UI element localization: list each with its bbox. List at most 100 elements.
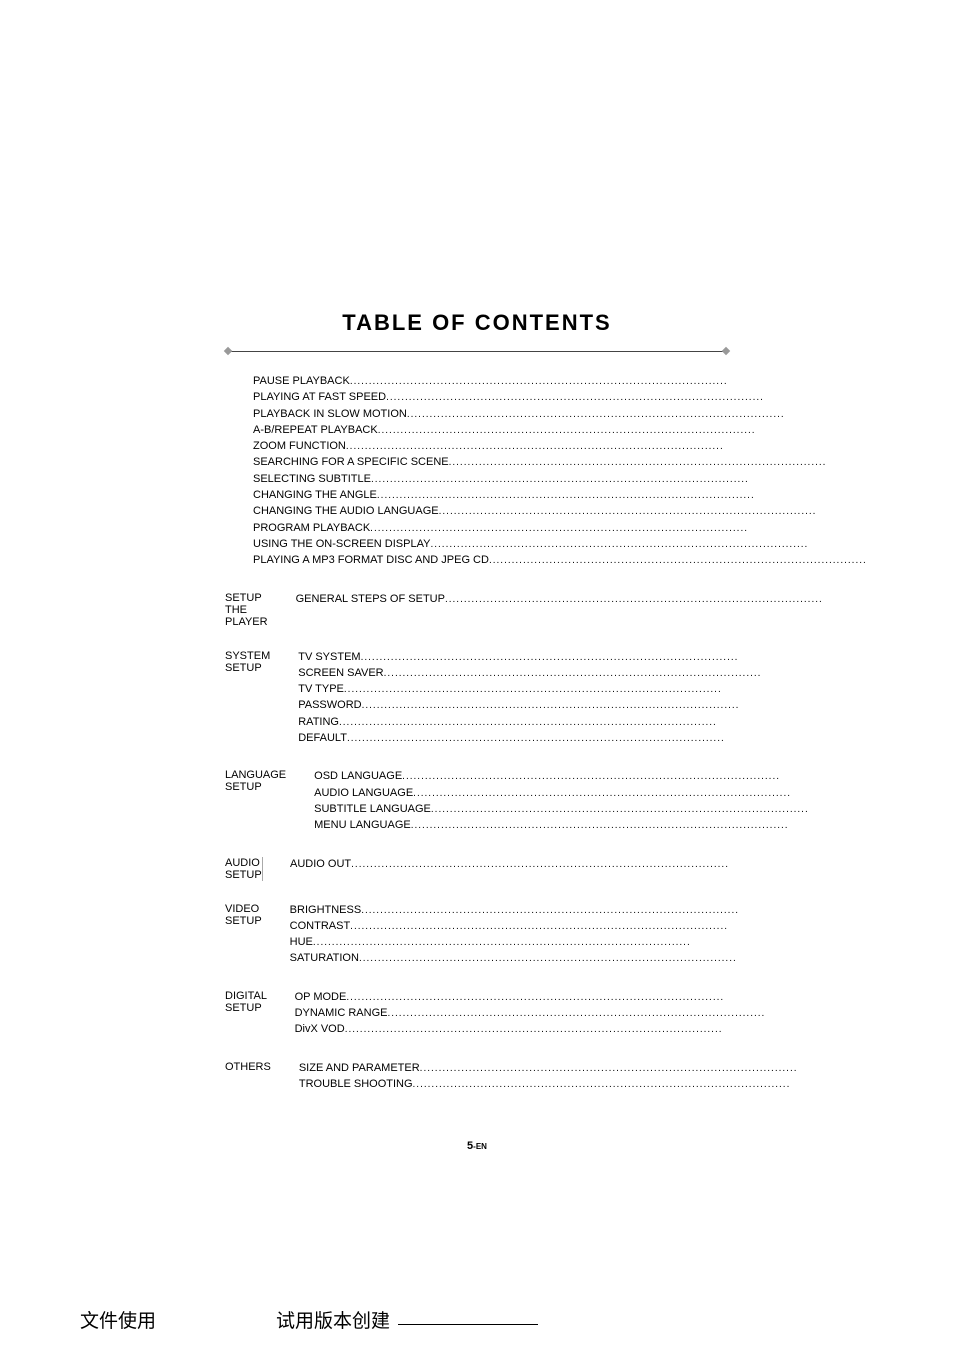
section-heading: OTHERS xyxy=(225,1061,271,1073)
toc-item-label: RATING xyxy=(298,715,339,729)
toc-item-label: DEFAULT xyxy=(298,731,347,745)
toc-dots: ........................................… xyxy=(411,819,809,832)
toc-dots: ........................................… xyxy=(402,770,809,783)
toc-item-label: CHANGING THE AUDIO LANGUAGE xyxy=(253,504,439,518)
toc-item-label: SUBTITLE LANGUAGE xyxy=(314,802,431,816)
section-items: AUDIO OUT...............................… xyxy=(290,857,729,873)
toc-dots: ........................................… xyxy=(420,1062,798,1075)
toc-item: PAUSE PLAYBACK..........................… xyxy=(253,374,867,388)
toc-dots: ........................................… xyxy=(439,505,867,518)
toc-item-label: TV SYSTEM xyxy=(298,650,360,664)
section-heading: LANGUAGE SETUP xyxy=(225,769,286,793)
toc-item: SUBTITLE LANGUAGE.......................… xyxy=(314,802,809,816)
toc-item-label: PAUSE PLAYBACK xyxy=(253,374,350,388)
toc-item: BRIGHTNESS..............................… xyxy=(290,903,739,917)
toc-item: GENERAL STEPS OF SETUP..................… xyxy=(296,592,823,606)
toc-item: RATING..................................… xyxy=(298,715,761,729)
footer-center-text: 试用版本创建 xyxy=(276,1306,390,1333)
toc-dots: ........................................… xyxy=(387,1007,765,1020)
toc-item-label: ZOOM FUNCTION xyxy=(253,439,346,453)
toc-dots: ........................................… xyxy=(386,391,867,404)
toc-dots: ........................................… xyxy=(345,1023,766,1036)
toc-section: SYSTEM SETUPTV SYSTEM...................… xyxy=(225,650,729,748)
toc-item-label: SELECTING SUBTITLE xyxy=(253,472,371,486)
section-items: BRIGHTNESS..............................… xyxy=(290,903,739,968)
toc-item: MENU LANGUAGE...........................… xyxy=(314,818,809,832)
horizontal-rule xyxy=(225,348,729,354)
toc-item: TV TYPE.................................… xyxy=(298,682,761,696)
toc-item-label: A-B/REPEAT PLAYBACK xyxy=(253,423,378,437)
footer-underline xyxy=(398,1324,538,1325)
toc-section: VIDEO SETUPBRIGHTNESS...................… xyxy=(225,903,729,968)
toc-section: OTHERSSIZE AND PARAMETER................… xyxy=(225,1061,729,1094)
toc-dots: ........................................… xyxy=(347,732,762,745)
footer: 文件使用 试用版本创建 xyxy=(0,1306,954,1333)
page-number: 5-EN xyxy=(225,1140,729,1152)
toc-item-label: AUDIO LANGUAGE xyxy=(314,786,413,800)
toc-item-label: PLAYING A MP3 FORMAT DISC AND JPEG CD xyxy=(253,553,489,567)
section-items: TV SYSTEM...............................… xyxy=(298,650,761,748)
toc-item: HUE.....................................… xyxy=(290,935,739,949)
toc-dots: ........................................… xyxy=(377,489,867,502)
toc-item-label: DivX VOD xyxy=(295,1022,345,1036)
section-items: PAUSE PLAYBACK..........................… xyxy=(253,374,867,570)
toc-item-label: PLAYING AT FAST SPEED xyxy=(253,390,386,404)
toc-item-label: CONTRAST xyxy=(290,919,351,933)
section-heading: DIGITAL SETUP xyxy=(225,990,267,1014)
toc-section: PAUSE PLAYBACK..........................… xyxy=(225,374,729,570)
toc-item-label: PROGRAM PLAYBACK xyxy=(253,521,370,535)
toc-dots: ........................................… xyxy=(346,440,867,453)
toc-item-label: SATURATION xyxy=(290,951,359,965)
section-items: OP MODE.................................… xyxy=(295,990,766,1039)
diamond-right-icon xyxy=(722,347,730,355)
toc-item: SATURATION..............................… xyxy=(290,951,739,965)
toc-item: OP MODE.................................… xyxy=(295,990,766,1004)
toc-item: AUDIO OUT...............................… xyxy=(290,857,729,871)
toc-item: PLAYBACK IN SLOW MOTION.................… xyxy=(253,407,867,421)
toc-item: SEARCHING FOR A SPECIFIC SCENE..........… xyxy=(253,455,867,469)
toc-section: LANGUAGE SETUPOSD LANGUAGE..............… xyxy=(225,769,729,834)
toc-item-label: TROUBLE SHOOTING xyxy=(299,1077,413,1091)
toc-item-label: MENU LANGUAGE xyxy=(314,818,411,832)
toc-item-label: TV TYPE xyxy=(298,682,344,696)
toc-item-label: AUDIO OUT xyxy=(290,857,351,871)
section-items: SIZE AND PARAMETER......................… xyxy=(299,1061,798,1094)
toc-dots: ........................................… xyxy=(371,473,867,486)
section-heading: SYSTEM SETUP xyxy=(225,650,270,674)
toc-item: OSD LANGUAGE............................… xyxy=(314,769,809,783)
section-heading: SETUP THE PLAYER xyxy=(225,592,268,628)
toc-dots: ........................................… xyxy=(430,538,866,551)
toc-item: CHANGING THE ANGLE......................… xyxy=(253,488,867,502)
toc-dots: ........................................… xyxy=(413,1078,798,1091)
toc-item-label: SIZE AND PARAMETER xyxy=(299,1061,420,1075)
toc-item-label: PASSWORD xyxy=(298,698,361,712)
toc-item: PLAYING AT FAST SPEED...................… xyxy=(253,390,867,404)
toc-dots: ........................................… xyxy=(431,803,809,816)
toc-item: SCREEN SAVER............................… xyxy=(298,666,761,680)
toc-dots: ........................................… xyxy=(361,904,739,917)
toc-item: SELECTING SUBTITLE......................… xyxy=(253,472,867,486)
toc-dots: ........................................… xyxy=(413,787,809,800)
section-heading: VIDEO SETUP xyxy=(225,903,262,927)
toc-item: TV SYSTEM...............................… xyxy=(298,650,761,664)
toc-dots: ........................................… xyxy=(344,683,762,696)
toc-item: PASSWORD................................… xyxy=(298,698,761,712)
toc-item: AUDIO LANGUAGE..........................… xyxy=(314,786,809,800)
toc-item-label: CHANGING THE ANGLE xyxy=(253,488,377,502)
toc-item: ZOOM FUNCTION...........................… xyxy=(253,439,867,453)
toc-item: CONTRAST................................… xyxy=(290,919,739,933)
toc-item-label: BRIGHTNESS xyxy=(290,903,362,917)
section-items: OSD LANGUAGE............................… xyxy=(314,769,809,834)
toc-dots: ........................................… xyxy=(384,667,762,680)
toc-dots: ........................................… xyxy=(361,651,762,664)
toc-item: TROUBLE SHOOTING........................… xyxy=(299,1077,798,1091)
toc-dots: ........................................… xyxy=(489,554,867,567)
toc-item: CHANGING THE AUDIO LANGUAGE.............… xyxy=(253,504,867,518)
toc-dots: ........................................… xyxy=(378,424,867,437)
toc-item-label: OSD LANGUAGE xyxy=(314,769,402,783)
diamond-left-icon xyxy=(224,347,232,355)
toc-item-label: HUE xyxy=(290,935,313,949)
toc-dots: ........................................… xyxy=(313,936,739,949)
table-of-contents: PAUSE PLAYBACK..........................… xyxy=(225,374,729,1115)
toc-item: DEFAULT.................................… xyxy=(298,731,761,745)
